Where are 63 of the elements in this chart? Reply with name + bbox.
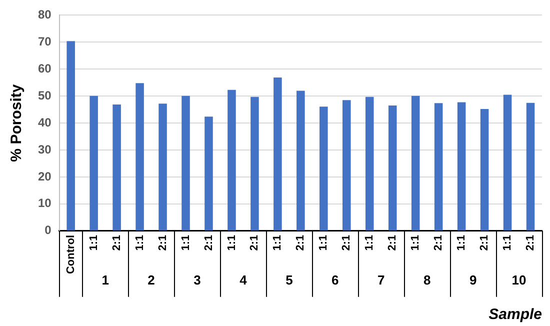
text: 10	[512, 272, 526, 288]
bar	[411, 96, 420, 230]
text: 6	[332, 272, 339, 288]
x-tick-label: 1:1	[272, 234, 284, 251]
x-tick-label: 2:1	[156, 234, 169, 251]
y-tick-label: 10	[38, 196, 52, 210]
bar	[296, 90, 305, 230]
x-tick-label: 1:1	[88, 234, 100, 251]
x-tick-label: 2:1	[110, 234, 123, 251]
y-tick-label: 80	[38, 8, 52, 22]
text: 3	[194, 272, 201, 288]
text: 4	[240, 272, 248, 288]
bar	[136, 83, 144, 230]
bar	[112, 104, 121, 230]
x-tick-label: 2:1	[248, 234, 261, 251]
bar	[158, 104, 167, 230]
bar	[90, 96, 98, 230]
bar	[342, 100, 351, 230]
bar	[274, 77, 282, 230]
bar	[66, 41, 75, 230]
x-tick-label: 2:1	[202, 234, 215, 251]
bar	[320, 106, 328, 230]
x-tick-label: 1:1	[410, 234, 422, 251]
x-tick-label: 2:1	[478, 234, 491, 251]
x-tick-label: 2:1	[524, 234, 537, 251]
x-tick-label: 2:1	[294, 234, 307, 251]
x-tick-label: Control	[64, 234, 77, 274]
text: 2	[148, 272, 155, 288]
bar	[480, 109, 489, 230]
y-axis-title: % Porosity	[8, 84, 26, 162]
x-tick-label: 1:1	[456, 234, 468, 251]
y-tick-label: 20	[38, 169, 52, 184]
x-tick-label: 2:1	[432, 234, 445, 251]
x-tick-label: 2:1	[386, 234, 399, 251]
text: 8	[423, 272, 431, 288]
x-tick-label: 1:1	[502, 234, 514, 251]
bar	[388, 106, 397, 230]
bar	[250, 96, 259, 230]
x-tick-label: 1:1	[318, 234, 330, 251]
bar	[434, 103, 443, 230]
y-tick-label: 0	[44, 223, 52, 238]
text: 1	[102, 272, 109, 288]
y-tick-label: 70	[38, 34, 52, 48]
x-tick-label: 1:1	[180, 234, 192, 251]
text: 9	[469, 272, 477, 288]
text: 5	[286, 272, 293, 288]
x-tick-label: 2:1	[340, 234, 353, 251]
x-tick-label: 1:1	[364, 234, 376, 251]
bar	[204, 116, 213, 230]
bar	[228, 90, 236, 230]
x-axis-title: Sample	[488, 306, 542, 324]
y-tick-label: 50	[38, 88, 52, 102]
y-tick-label: 60	[38, 61, 52, 76]
bar	[365, 96, 374, 230]
bar	[526, 102, 535, 230]
y-tick-label: 30	[38, 142, 52, 156]
x-tick-label: 1:1	[226, 234, 238, 251]
x-tick-label: 1:1	[134, 234, 146, 251]
bar	[182, 96, 190, 230]
text: 7	[378, 272, 385, 288]
bar	[503, 94, 512, 230]
y-tick-label: 40	[38, 115, 52, 130]
bar	[457, 102, 466, 230]
